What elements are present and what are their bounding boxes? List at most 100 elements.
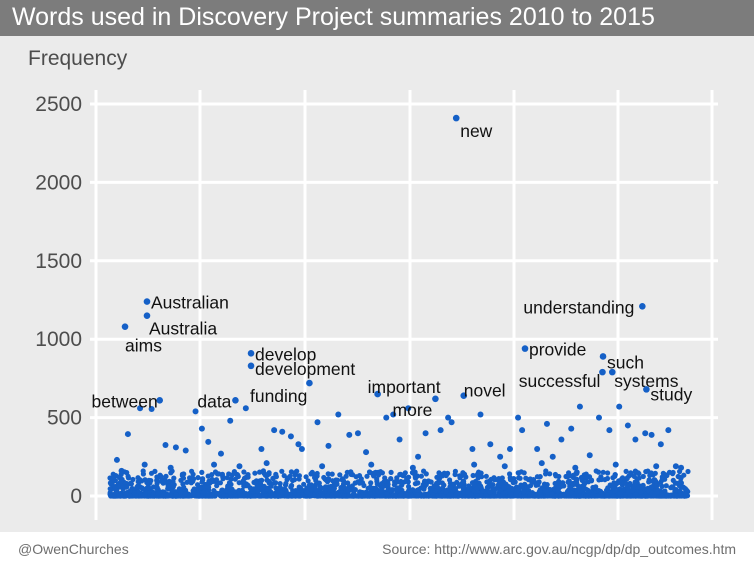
data-point xyxy=(543,488,549,494)
data-point xyxy=(305,478,311,484)
data-point xyxy=(456,483,462,489)
data-point xyxy=(434,474,440,480)
data-point xyxy=(648,470,654,476)
data-point xyxy=(421,486,427,492)
data-point xyxy=(266,470,272,476)
data-point xyxy=(388,469,394,475)
credit-text: @OwenChurches xyxy=(18,541,129,557)
data-point xyxy=(209,478,216,485)
data-point xyxy=(414,480,420,486)
data-point-6 xyxy=(182,447,189,454)
data-point xyxy=(155,490,161,497)
data-point xyxy=(205,493,211,499)
data-point xyxy=(334,477,341,483)
data-point xyxy=(262,493,268,499)
data-point-funding xyxy=(306,379,313,387)
data-point xyxy=(305,485,311,491)
data-point xyxy=(659,474,665,480)
data-point xyxy=(256,493,262,499)
data-point-30 xyxy=(422,430,429,437)
data-point xyxy=(438,471,444,478)
data-point xyxy=(197,484,203,490)
data-point xyxy=(124,484,130,490)
data-point xyxy=(200,476,206,482)
data-point xyxy=(113,473,119,479)
data-point-systems xyxy=(608,368,616,376)
data-point xyxy=(163,473,169,479)
data-point-data xyxy=(232,397,239,404)
point-label-new: new xyxy=(460,121,492,141)
data-point-study xyxy=(643,386,650,393)
data-point xyxy=(623,492,629,498)
data-point xyxy=(329,493,335,499)
data-point xyxy=(288,483,294,489)
data-point-new xyxy=(452,114,460,122)
data-point xyxy=(394,486,400,492)
data-point-9 xyxy=(205,438,212,445)
data-point xyxy=(659,493,665,499)
data-point xyxy=(303,474,309,480)
data-point xyxy=(111,493,117,499)
data-point xyxy=(228,493,234,499)
data-point-17 xyxy=(295,441,302,448)
data-point xyxy=(160,480,166,486)
data-point xyxy=(368,480,374,486)
data-point xyxy=(549,491,555,497)
data-point xyxy=(434,484,441,490)
data-point xyxy=(248,486,254,492)
data-point xyxy=(195,492,201,498)
data-point-22 xyxy=(346,431,353,438)
data-point xyxy=(461,478,467,484)
data-point-such xyxy=(599,353,607,360)
data-point xyxy=(326,476,332,482)
data-point xyxy=(343,473,349,479)
footer-bar xyxy=(0,532,754,566)
data-point xyxy=(142,492,148,499)
point-label-novel: novel xyxy=(464,381,506,401)
point-label-data: data xyxy=(197,391,231,411)
data-point xyxy=(257,469,263,475)
data-point xyxy=(235,473,241,480)
data-point xyxy=(445,470,451,476)
data-point-34 xyxy=(469,445,476,452)
y-tick-label-2500: 2500 xyxy=(35,93,82,116)
data-point-40 xyxy=(519,427,526,434)
data-point-24 xyxy=(363,449,370,456)
data-point xyxy=(214,490,220,496)
data-point xyxy=(474,493,480,499)
data-point xyxy=(245,482,251,488)
data-point xyxy=(510,480,516,486)
data-point xyxy=(631,483,637,489)
data-point xyxy=(357,493,363,499)
data-point xyxy=(583,471,589,477)
data-point-8 xyxy=(198,425,205,432)
y-tick-label-2000: 2000 xyxy=(35,171,82,194)
data-point xyxy=(399,481,405,487)
data-point xyxy=(213,477,220,483)
data-point xyxy=(682,491,688,497)
title-bar xyxy=(0,0,754,36)
data-point xyxy=(345,487,351,493)
data-point xyxy=(678,479,684,485)
data-point xyxy=(423,493,430,499)
data-point-36 xyxy=(487,441,494,448)
data-point xyxy=(434,480,440,486)
data-point xyxy=(563,473,569,480)
data-point xyxy=(155,486,161,492)
data-point xyxy=(273,480,279,486)
data-point-48 xyxy=(595,414,602,421)
data-point-69 xyxy=(501,463,508,470)
data-point xyxy=(677,474,683,480)
data-point-20 xyxy=(325,442,332,449)
data-point xyxy=(565,479,571,485)
data-point xyxy=(628,470,634,476)
data-point xyxy=(408,493,414,499)
data-point-33 xyxy=(448,419,455,426)
data-point xyxy=(329,478,336,484)
data-point-27 xyxy=(396,436,403,443)
data-point xyxy=(509,486,515,492)
point-label-such: such xyxy=(607,352,644,372)
data-point xyxy=(233,493,239,499)
data-point xyxy=(617,491,623,497)
